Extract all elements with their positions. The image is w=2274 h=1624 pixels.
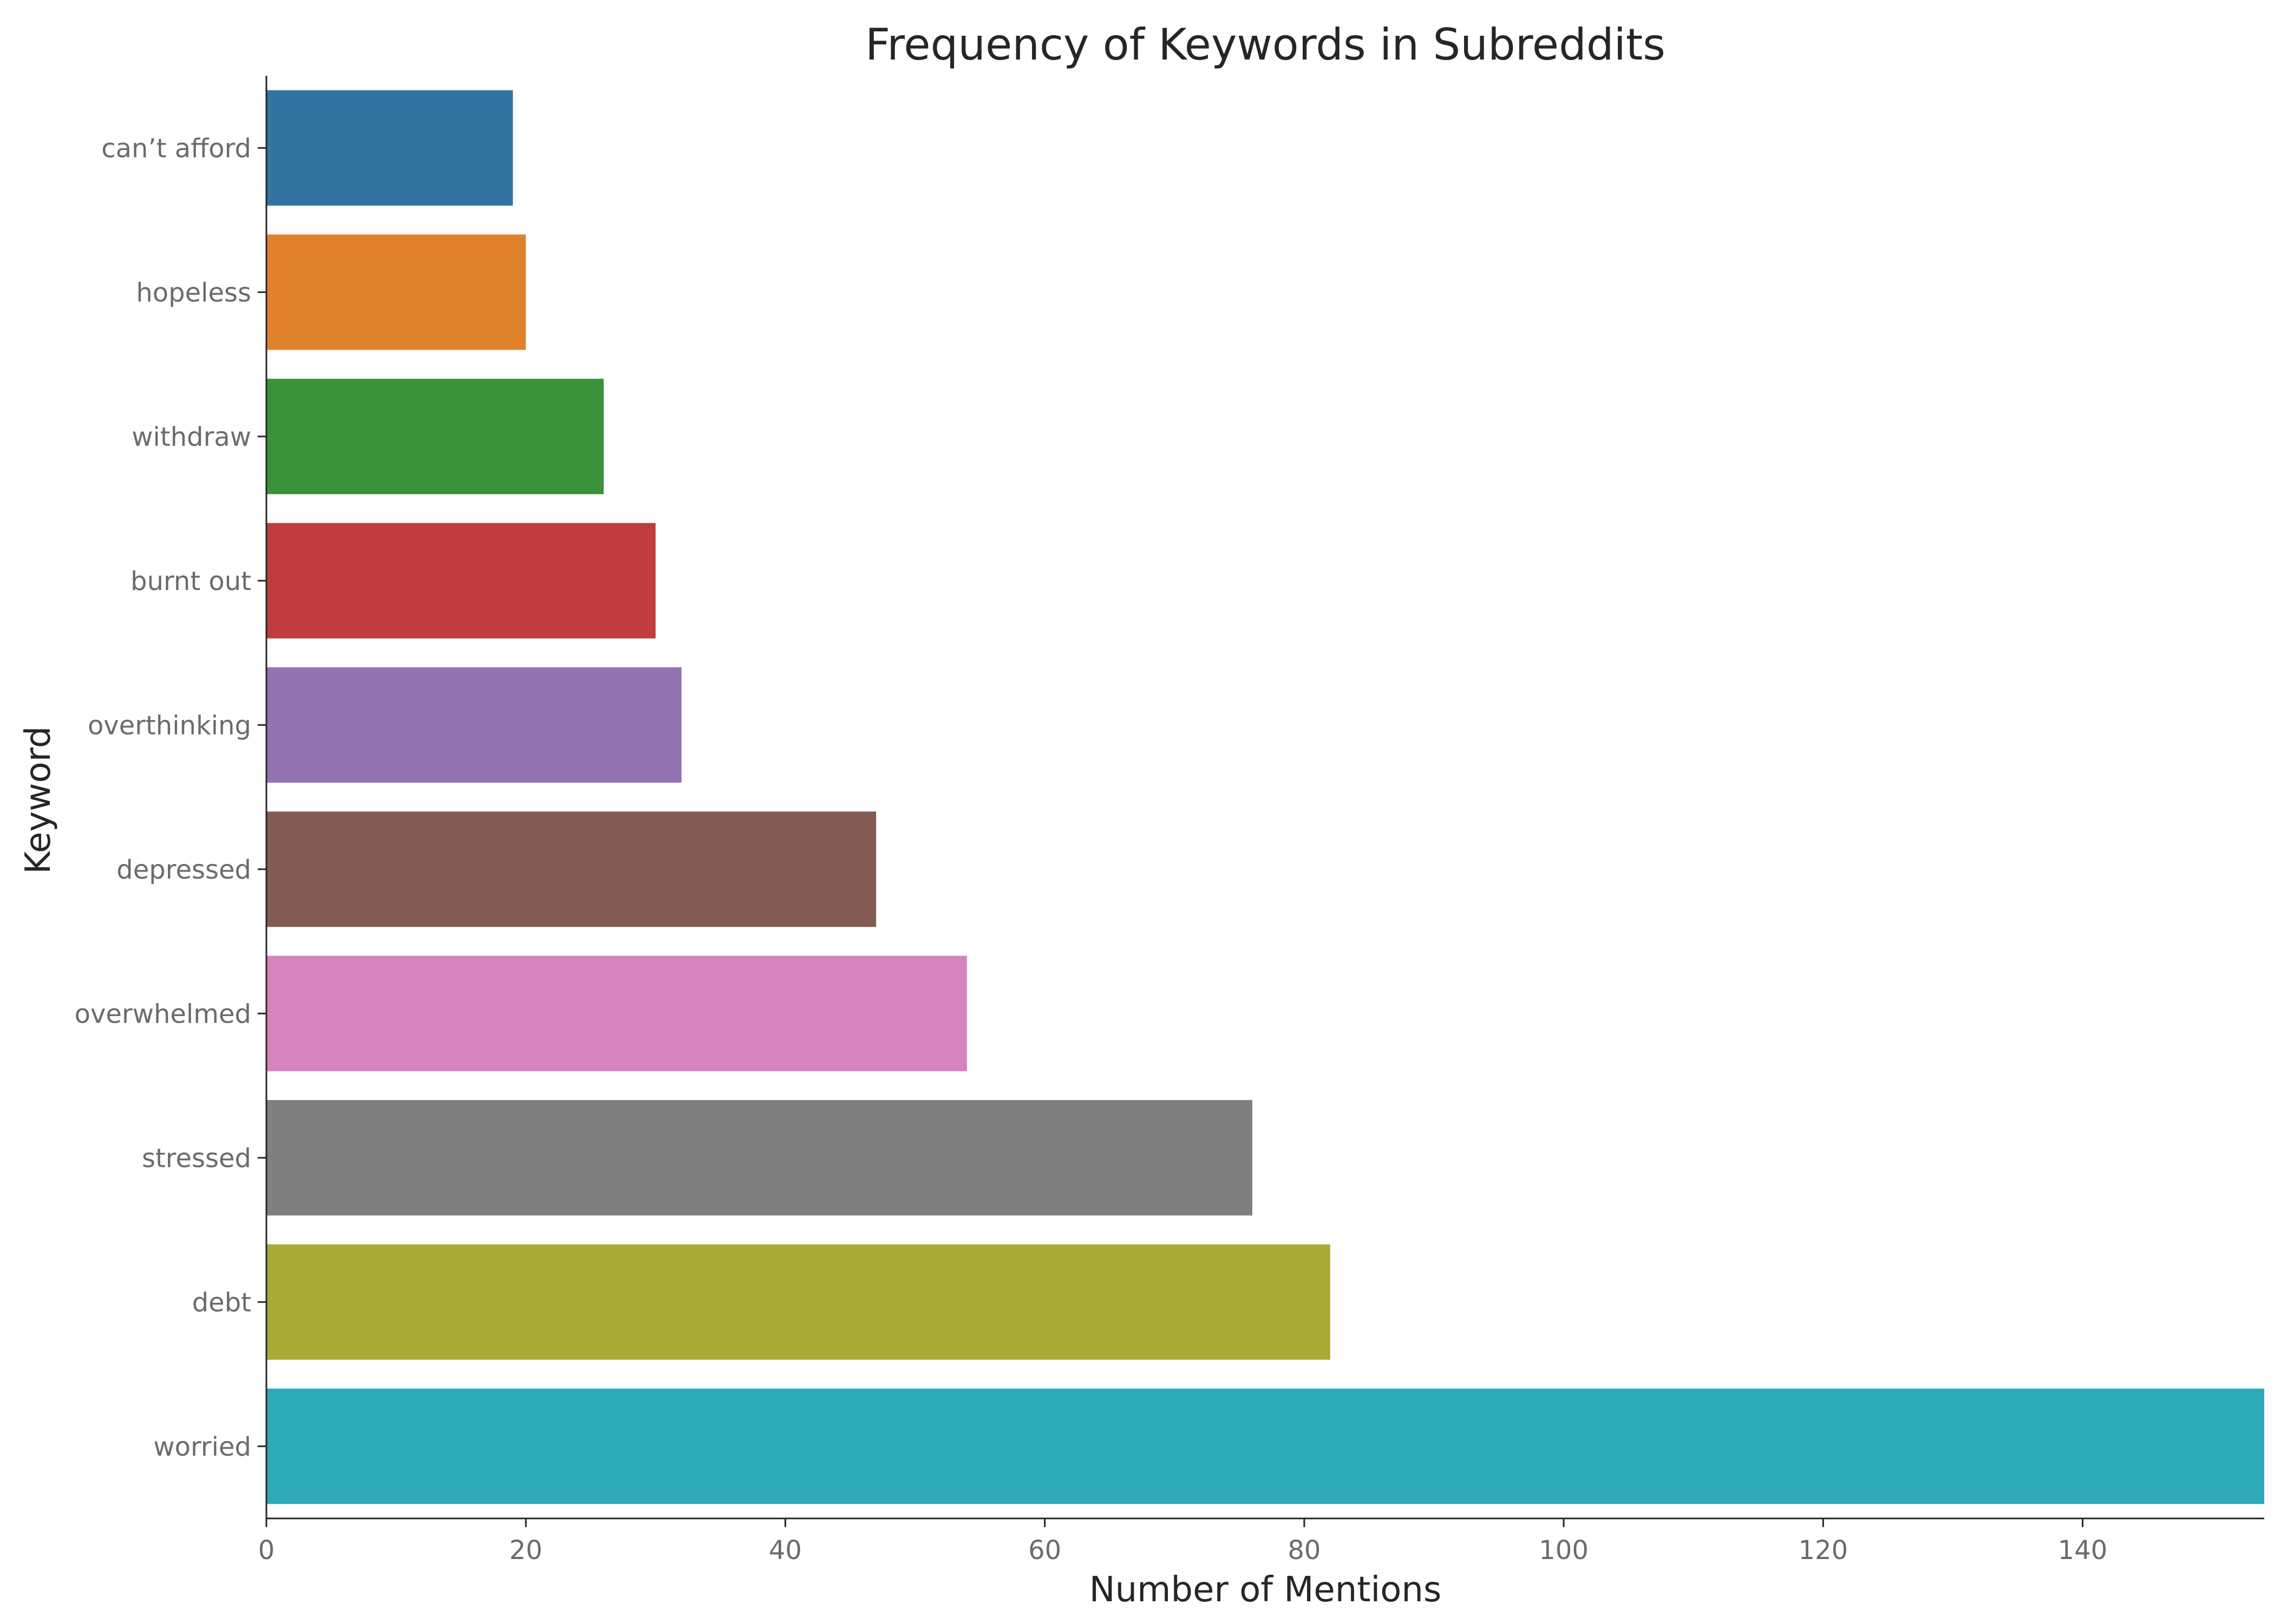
y-tick-label-withdraw: withdraw [132,422,251,452]
y-tick-label-depressed: depressed [116,855,251,885]
y-tick-label-overthinking: overthinking [88,710,251,741]
bar-can-t-afford [266,90,513,206]
y-axis-ticks: can’t afford hopeless withdraw burnt out ove… [75,133,266,1462]
bar-hopeless [266,234,526,350]
x-axis-label: Number of Mentions [1089,1570,1442,1610]
x-tick-label-100: 100 [1539,1535,1589,1566]
bar-burnt-out [266,523,656,639]
x-axis-ticks: 0 20 40 60 80 100 120 140 [258,1518,2108,1566]
bar-worried [266,1389,2264,1504]
x-tick-label-140: 140 [2058,1535,2108,1566]
bar-depressed [266,811,877,927]
x-tick-label-80: 80 [1288,1535,1321,1566]
y-axis-label: Keyword [18,726,58,874]
bar-stressed [266,1100,1253,1216]
chart-title: Frequency of Keywords in Subreddits [865,19,1665,70]
y-tick-label-debt: debt [192,1287,251,1318]
bar-withdraw [266,378,604,494]
y-tick-label-can-t-afford: can’t afford [101,133,251,163]
y-tick-label-overwhelmed: overwhelmed [75,999,251,1029]
bars-group [266,90,2264,1504]
y-tick-label-hopeless: hopeless [136,278,251,308]
bar-overwhelmed [266,955,967,1071]
x-tick-label-120: 120 [1799,1535,1848,1566]
bar-overthinking [266,667,682,783]
x-tick-label-20: 20 [509,1535,543,1566]
y-tick-label-stressed: stressed [142,1143,251,1174]
x-tick-label-0: 0 [258,1535,275,1566]
bar-debt [266,1244,1330,1360]
x-tick-label-60: 60 [1028,1535,1061,1566]
y-tick-label-worried: worried [153,1432,251,1462]
x-tick-label-40: 40 [769,1535,802,1566]
y-tick-label-burnt-out: burnt out [130,566,251,597]
